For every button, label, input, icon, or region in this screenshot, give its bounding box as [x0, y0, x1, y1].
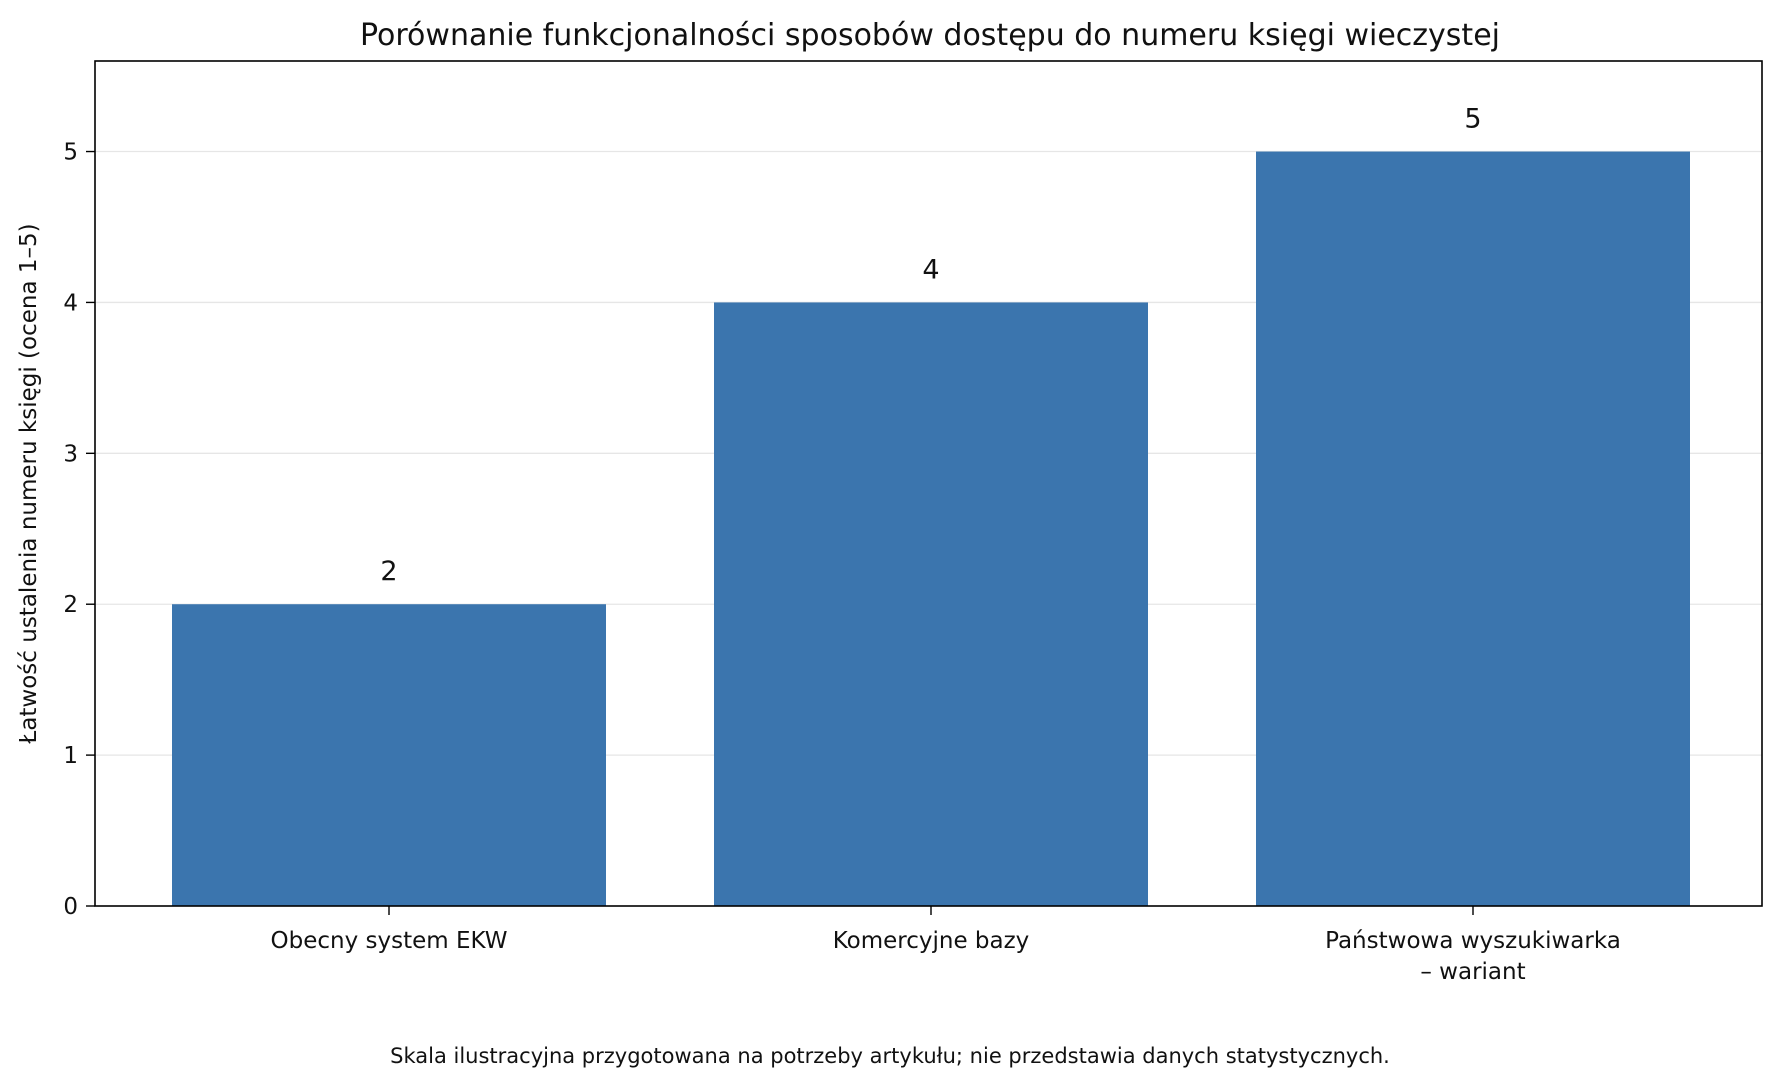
- y-tick-label: 1: [63, 743, 78, 769]
- footnote: Skala ilustracyjna przygotowana na potrz…: [390, 1044, 1390, 1068]
- bar-value-label: 2: [380, 556, 397, 587]
- y-tick-label: 2: [63, 592, 78, 618]
- y-tick-label: 5: [63, 140, 78, 166]
- bar-value-label: 4: [922, 254, 939, 285]
- bars: [172, 151, 1690, 907]
- plot-frame: [94, 60, 1763, 907]
- y-axis-label: Łatwość ustalenia numeru księgi (ocena 1…: [16, 223, 42, 744]
- x-tick-label: Obecny system EKW: [271, 928, 508, 954]
- bar: [172, 604, 606, 906]
- y-tick-label: 3: [63, 441, 78, 467]
- chart-title: Porównanie funkcjonalności sposobów dost…: [360, 18, 1500, 53]
- y-tick-label: 0: [63, 894, 78, 920]
- x-tick-label: Państwowa wyszukiwarka – wariant: [1325, 928, 1621, 985]
- y-tick-label: 4: [63, 290, 78, 316]
- y-axis-ticks: 0 1 2 3 4 5: [63, 140, 95, 920]
- x-axis-ticks: Obecny system EKW Komercyjne bazy Państwow…: [271, 906, 1621, 985]
- bar: [1256, 151, 1690, 907]
- x-tick-label: Komercyjne bazy: [833, 928, 1030, 954]
- bar-value-label: 5: [1464, 104, 1481, 135]
- data-labels: 2 4 5: [380, 104, 1481, 588]
- bar: [714, 302, 1148, 906]
